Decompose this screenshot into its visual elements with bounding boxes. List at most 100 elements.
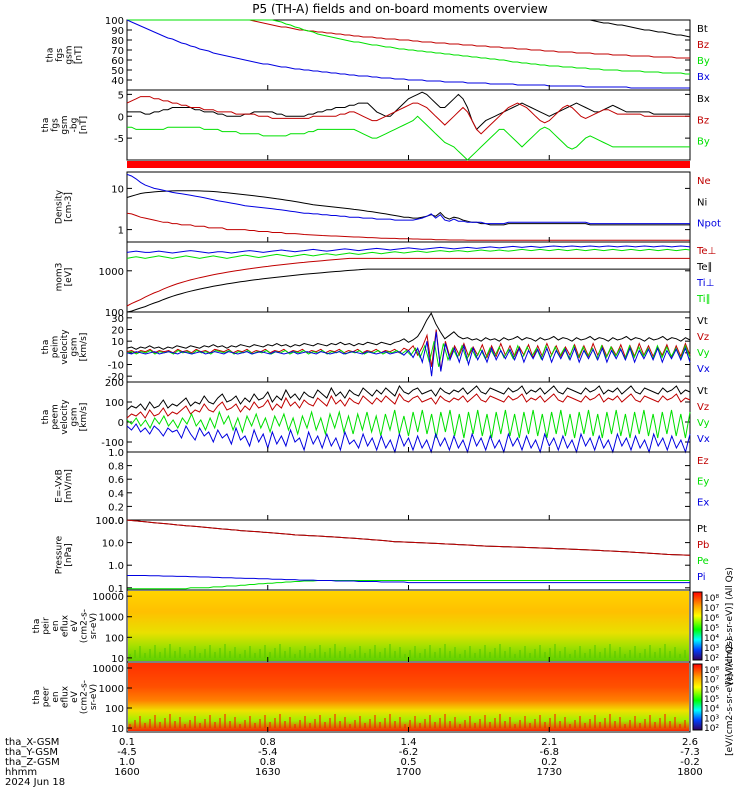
peer_spec-texture-column xyxy=(354,720,356,728)
xtick-x-gsm: 1.4 xyxy=(401,737,417,748)
peer_spec-texture-column xyxy=(129,724,131,728)
peer_spec-texture-column xyxy=(674,717,676,728)
xaxis-row-label: tha_Y-GSM xyxy=(5,747,58,758)
peir_spec-texture-column xyxy=(344,647,346,658)
peim_v-legend-vz: Vz xyxy=(697,332,709,343)
pressure-legend-pt: Pt xyxy=(697,524,707,535)
peir_spec-texture-column xyxy=(559,651,561,658)
fgs_a-ylabel-line: [nT] xyxy=(74,46,84,64)
peir_spec-texture-column xyxy=(144,653,146,658)
density-ylabel-line: [cm-3] xyxy=(64,192,74,222)
peer_spec-texture-column xyxy=(389,714,391,728)
peem_v-series-vz xyxy=(126,393,691,419)
peem_v-legend-vx: Vx xyxy=(697,434,710,445)
xaxis-row-label: 2024 Jun 18 xyxy=(5,777,65,788)
peer_spec-texture-column xyxy=(309,723,311,728)
peir_spec-texture-column xyxy=(414,646,416,658)
efield-frame xyxy=(126,451,691,521)
peir_spec-texture-column xyxy=(504,651,506,658)
temp-ytick-label: 100 xyxy=(105,308,124,319)
peer_spec-ytick-label: 1000 xyxy=(99,684,124,695)
peer_spec-texture-column xyxy=(334,714,336,728)
efield-ylabel-line: E=-VxB xyxy=(55,469,65,503)
xtick-y-gsm: -5.4 xyxy=(258,747,278,758)
peir_spec-texture-column xyxy=(139,646,141,658)
peem_v-legend-vy: Vy xyxy=(697,418,710,429)
colorbar-bottom-colorbar xyxy=(692,663,703,731)
pressure-legend-pe: Pe xyxy=(697,556,709,567)
peer_spec-texture-column xyxy=(589,719,591,728)
peir_spec-texture-column xyxy=(214,652,216,658)
peir_spec-texture-column xyxy=(464,650,466,658)
xtick-z-gsm: 1.0 xyxy=(119,757,135,768)
peer_spec-texture-column xyxy=(499,714,501,728)
temp-ylabel-line: mom3 xyxy=(55,263,65,292)
colorbar-bottom-colorbar-tick: 10³ xyxy=(704,714,719,724)
peer_spec-texture-column xyxy=(229,721,231,728)
peir_spec-texture-column xyxy=(489,652,491,658)
peir_spec-texture-column xyxy=(609,644,611,658)
peir_spec-texture-column xyxy=(499,644,501,658)
peer_spec-texture-column xyxy=(239,724,241,728)
peir_spec-texture-column xyxy=(474,653,476,658)
peem_v-ytick-label: 200 xyxy=(105,378,124,389)
peir_spec-texture-column xyxy=(659,648,661,658)
peer_spec-texture-column xyxy=(479,719,481,728)
peer_spec-texture-column xyxy=(654,722,656,728)
peer_spec-texture-column xyxy=(459,724,461,728)
peer_spec-texture-column xyxy=(269,722,271,728)
peem_v-ytick-label: 0 xyxy=(118,418,124,429)
peer_spec-texture-column xyxy=(649,715,651,728)
fgs_b-legend-by: By xyxy=(697,137,710,148)
efield-ytick-label: 0.2 xyxy=(108,502,124,513)
peir_spec-texture-column xyxy=(479,649,481,658)
xtick-x-gsm: 2.6 xyxy=(682,737,698,748)
pressure-ytick-label: 0.1 xyxy=(108,584,124,595)
peir_spec-ytick-label: 10000 xyxy=(92,592,124,603)
peir_spec-texture-column xyxy=(319,645,321,658)
peer_spec-texture-column xyxy=(664,714,666,728)
peer_spec-texture-column xyxy=(134,720,136,728)
peim_v-ytick-label: 30 xyxy=(111,314,124,325)
peir_spec-texture-column xyxy=(219,648,221,658)
xtick-y-gsm: -7.3 xyxy=(680,747,700,758)
peer_spec-ylabel-line: peer xyxy=(42,686,52,707)
peir_spec-texture-column xyxy=(399,647,401,658)
temp-series-te∥ xyxy=(126,268,690,313)
peir_spec-texture-column xyxy=(549,648,551,658)
peer_spec-texture-column xyxy=(369,719,371,728)
peir_spec-texture-column xyxy=(384,648,386,658)
temp-ylabel-line: [eV] xyxy=(64,268,74,287)
peer_spec-texture-column xyxy=(139,716,141,728)
peer_spec-texture-column xyxy=(214,722,216,728)
peir_spec-texture-column xyxy=(674,647,676,658)
peim_v-ytick-label: -10 xyxy=(108,361,124,372)
peer_spec-texture-column xyxy=(294,724,296,728)
peer_spec-texture-column xyxy=(169,714,171,728)
peer_spec-texture-column xyxy=(534,719,536,728)
peem_v-ylabel-line: velocity xyxy=(60,399,70,435)
efield-ytick-label: 0.6 xyxy=(108,475,124,486)
peer_spec-texture-column xyxy=(599,722,601,728)
peir_spec-texture-column xyxy=(389,644,391,658)
colorbar-bottom-colorbar-tick: 10⁴ xyxy=(704,705,719,715)
peir_spec-ylabel-line: tha xyxy=(32,619,42,634)
peir_spec-texture-column xyxy=(564,647,566,658)
fgs_b-legend-bx: Bx xyxy=(697,94,710,105)
fgs_b-series-by xyxy=(127,115,690,161)
peir_spec-texture-column xyxy=(269,652,271,658)
xtick-x-gsm: 2.1 xyxy=(541,737,557,748)
peem_v-ylabel-line: [km/s] xyxy=(79,403,89,432)
peir_spec-texture-column xyxy=(639,653,641,658)
peir_spec-texture-column xyxy=(309,653,311,658)
fgs_b-ytick-label: 0 xyxy=(118,112,124,123)
peer_spec-ylabel-line: en xyxy=(51,691,61,702)
temp-series-ti∥ xyxy=(126,248,691,259)
peir_spec-texture-column xyxy=(224,644,226,658)
xtick-z-gsm: -0.2 xyxy=(680,757,700,768)
peer_spec-texture-column xyxy=(344,717,346,728)
peir_spec-ylabel-line: en xyxy=(51,620,61,631)
peer_spec-texture-column xyxy=(424,719,426,728)
peer_spec-texture-column xyxy=(249,716,251,728)
peer_spec-texture-column xyxy=(159,722,161,728)
